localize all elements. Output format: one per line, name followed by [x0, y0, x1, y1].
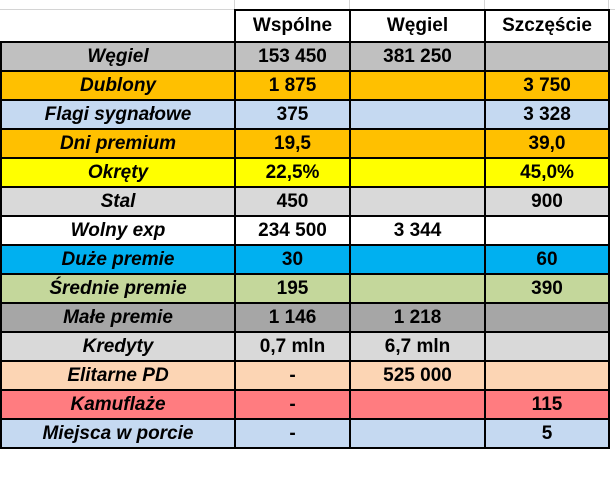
col-header-wspolne[interactable]: Wspólne [234, 9, 351, 43]
comparison-table: Wspólne Węgiel Szczęście Węgiel 153 450 38… [0, 9, 610, 449]
table-row: Kredyty 0,7 mln 6,7 mln [0, 331, 610, 362]
table-cell[interactable]: 22,5% [234, 157, 351, 188]
table-row: Elitarne PD -525 000 [0, 360, 610, 391]
table-row: Okręty 22,5% 45,0% [0, 157, 610, 188]
table-cell[interactable] [349, 70, 486, 101]
table-row: Dublony 1 875 3 750 [0, 70, 610, 101]
table-cell[interactable]: - [234, 389, 351, 420]
table-cell[interactable] [484, 41, 610, 72]
table-cell[interactable]: 115 [484, 389, 610, 420]
table-cell[interactable] [349, 157, 486, 188]
row-label[interactable]: Okręty [0, 157, 236, 188]
corner-cell[interactable] [1, 10, 236, 43]
table-cell[interactable]: 3 750 [484, 70, 610, 101]
table-cell[interactable] [349, 186, 486, 217]
table-row: Dni premium 19,5 39,0 [0, 128, 610, 159]
table-cell[interactable] [349, 389, 486, 420]
table-cell[interactable]: - [234, 418, 351, 449]
table-cell[interactable]: 5 [484, 418, 610, 449]
table-cell[interactable]: 525 000 [349, 360, 486, 391]
table-cell[interactable]: 375 [234, 99, 351, 130]
row-label[interactable]: Flagi sygnałowe [0, 99, 236, 130]
table-row: Duże premie 30 60 [0, 244, 610, 275]
table-cell[interactable] [349, 128, 486, 159]
table-row: Węgiel 153 450 381 250 [0, 41, 610, 72]
table-cell[interactable]: 153 450 [234, 41, 351, 72]
table-cell[interactable]: 1 146 [234, 302, 351, 333]
row-label[interactable]: Wolny exp [0, 215, 236, 246]
table-cell[interactable] [349, 418, 486, 449]
table-cell[interactable]: 60 [484, 244, 610, 275]
table-cell[interactable]: 1 218 [349, 302, 486, 333]
table-cell[interactable] [484, 302, 610, 333]
table-cell[interactable] [349, 99, 486, 130]
row-label[interactable]: Średnie premie [0, 273, 236, 304]
table-cell[interactable]: 900 [484, 186, 610, 217]
table-cell[interactable]: 30 [234, 244, 351, 275]
row-label[interactable]: Miejsca w porcie [0, 418, 236, 449]
table-cell[interactable]: - [234, 360, 351, 391]
table-row: Wolny exp 234 500 3 344 [0, 215, 610, 246]
table-cell[interactable]: 6,7 mln [349, 331, 486, 362]
table-cell[interactable] [484, 215, 610, 246]
row-label[interactable]: Kamuflaże [0, 389, 236, 420]
col-header-szczescie[interactable]: Szczęście [484, 9, 610, 43]
table-row: Małe premie 1 146 1 218 [0, 302, 610, 333]
table-row: Stal 450 900 [0, 186, 610, 217]
table-cell[interactable]: 450 [234, 186, 351, 217]
table-cell[interactable] [349, 273, 486, 304]
table-cell[interactable]: 195 [234, 273, 351, 304]
table-cell[interactable]: 234 500 [234, 215, 351, 246]
table-cell[interactable]: 45,0% [484, 157, 610, 188]
table-row: Kamuflaże - 115 [0, 389, 610, 420]
table-cell[interactable] [484, 331, 610, 362]
table-cell[interactable]: 3 344 [349, 215, 486, 246]
col-header-wegiel[interactable]: Węgiel [349, 9, 486, 43]
table-cell[interactable]: 39,0 [484, 128, 610, 159]
table-cell[interactable] [484, 360, 610, 391]
row-label[interactable]: Węgiel [0, 41, 236, 72]
header-row: Wspólne Węgiel Szczęście [1, 9, 610, 43]
table-cell[interactable]: 3 328 [484, 99, 610, 130]
table-cell[interactable]: 381 250 [349, 41, 486, 72]
row-label[interactable]: Duże premie [0, 244, 236, 275]
table-row: Miejsca w porcie - 5 [0, 418, 610, 449]
row-label[interactable]: Dni premium [0, 128, 236, 159]
table-cell[interactable]: 390 [484, 273, 610, 304]
row-label[interactable]: Dublony [0, 70, 236, 101]
row-label[interactable]: Elitarne PD [0, 360, 236, 391]
table-cell[interactable]: 0,7 mln [234, 331, 351, 362]
table-row: Flagi sygnałowe 375 3 328 [0, 99, 610, 130]
row-label[interactable]: Małe premie [0, 302, 236, 333]
row-label[interactable]: Kredyty [0, 331, 236, 362]
table-cell[interactable]: 1 875 [234, 70, 351, 101]
table-cell[interactable]: 19,5 [234, 128, 351, 159]
row-label[interactable]: Stal [0, 186, 236, 217]
table-row: Średnie premie 195 390 [0, 273, 610, 304]
table-cell[interactable] [349, 244, 486, 275]
